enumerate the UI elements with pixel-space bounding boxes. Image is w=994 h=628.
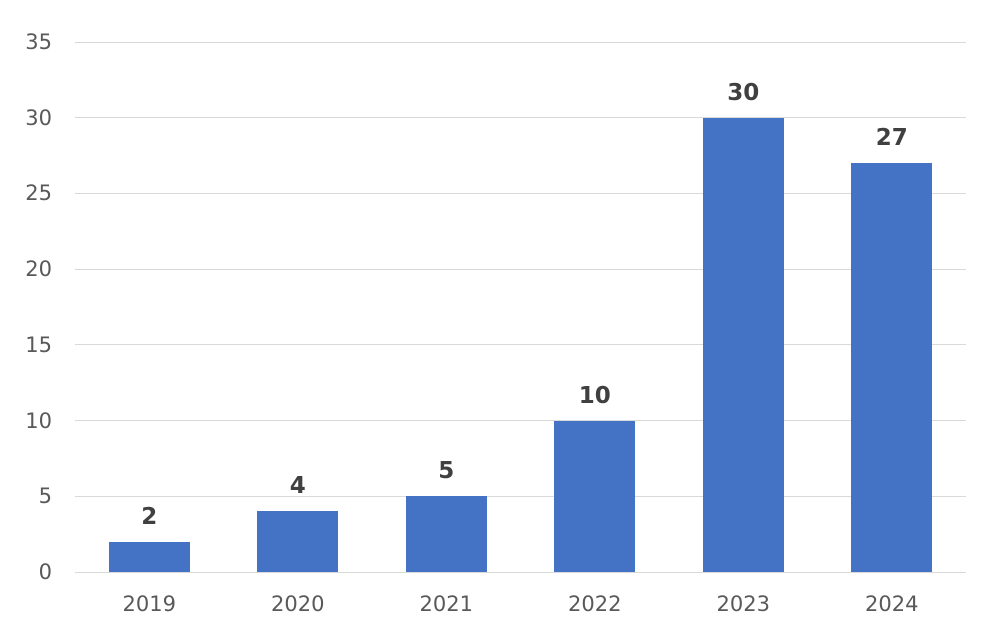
data-label-2022: 10	[578, 382, 611, 409]
bar-2020	[257, 511, 339, 572]
y-tick-label-20: 20	[25, 257, 52, 282]
bar-2021	[405, 496, 487, 572]
data-label-2024: 27	[875, 125, 908, 152]
y-tick-label-30: 30	[25, 105, 52, 130]
gridline-20	[75, 268, 966, 270]
data-label-2019: 2	[141, 503, 158, 530]
x-tick-label-2019: 2019	[122, 592, 176, 616]
bar-2023	[702, 117, 784, 572]
y-tick-label-15: 15	[25, 332, 52, 357]
y-tick-label-35: 35	[25, 30, 52, 54]
x-tick-label-2023: 2023	[716, 592, 770, 616]
gridline-15	[75, 344, 966, 346]
gridline-25	[75, 192, 966, 194]
gridline-30	[75, 117, 966, 119]
bar-2024	[851, 163, 933, 572]
bar-2022	[554, 420, 636, 572]
y-tick-label-10: 10	[25, 408, 52, 433]
y-tick-label-0: 0	[38, 560, 52, 584]
x-tick-label-2020: 2020	[271, 592, 325, 616]
y-tick-label-25: 25	[25, 181, 52, 206]
y-tick-label-5: 5	[38, 484, 52, 509]
gridline-10	[75, 420, 966, 422]
gridline-5	[75, 495, 966, 497]
data-label-2020: 4	[289, 473, 306, 500]
data-label-2023: 30	[727, 79, 760, 106]
data-label-2021: 5	[438, 458, 455, 485]
plot-area: 2 4 5 10 30 27	[75, 41, 966, 573]
bar-2019	[108, 541, 190, 572]
x-tick-label-2024: 2024	[865, 592, 919, 616]
x-tick-label-2021: 2021	[419, 592, 473, 616]
x-tick-label-2022: 2022	[568, 592, 622, 616]
gridline-35	[75, 41, 966, 43]
gridline-0	[75, 571, 966, 573]
